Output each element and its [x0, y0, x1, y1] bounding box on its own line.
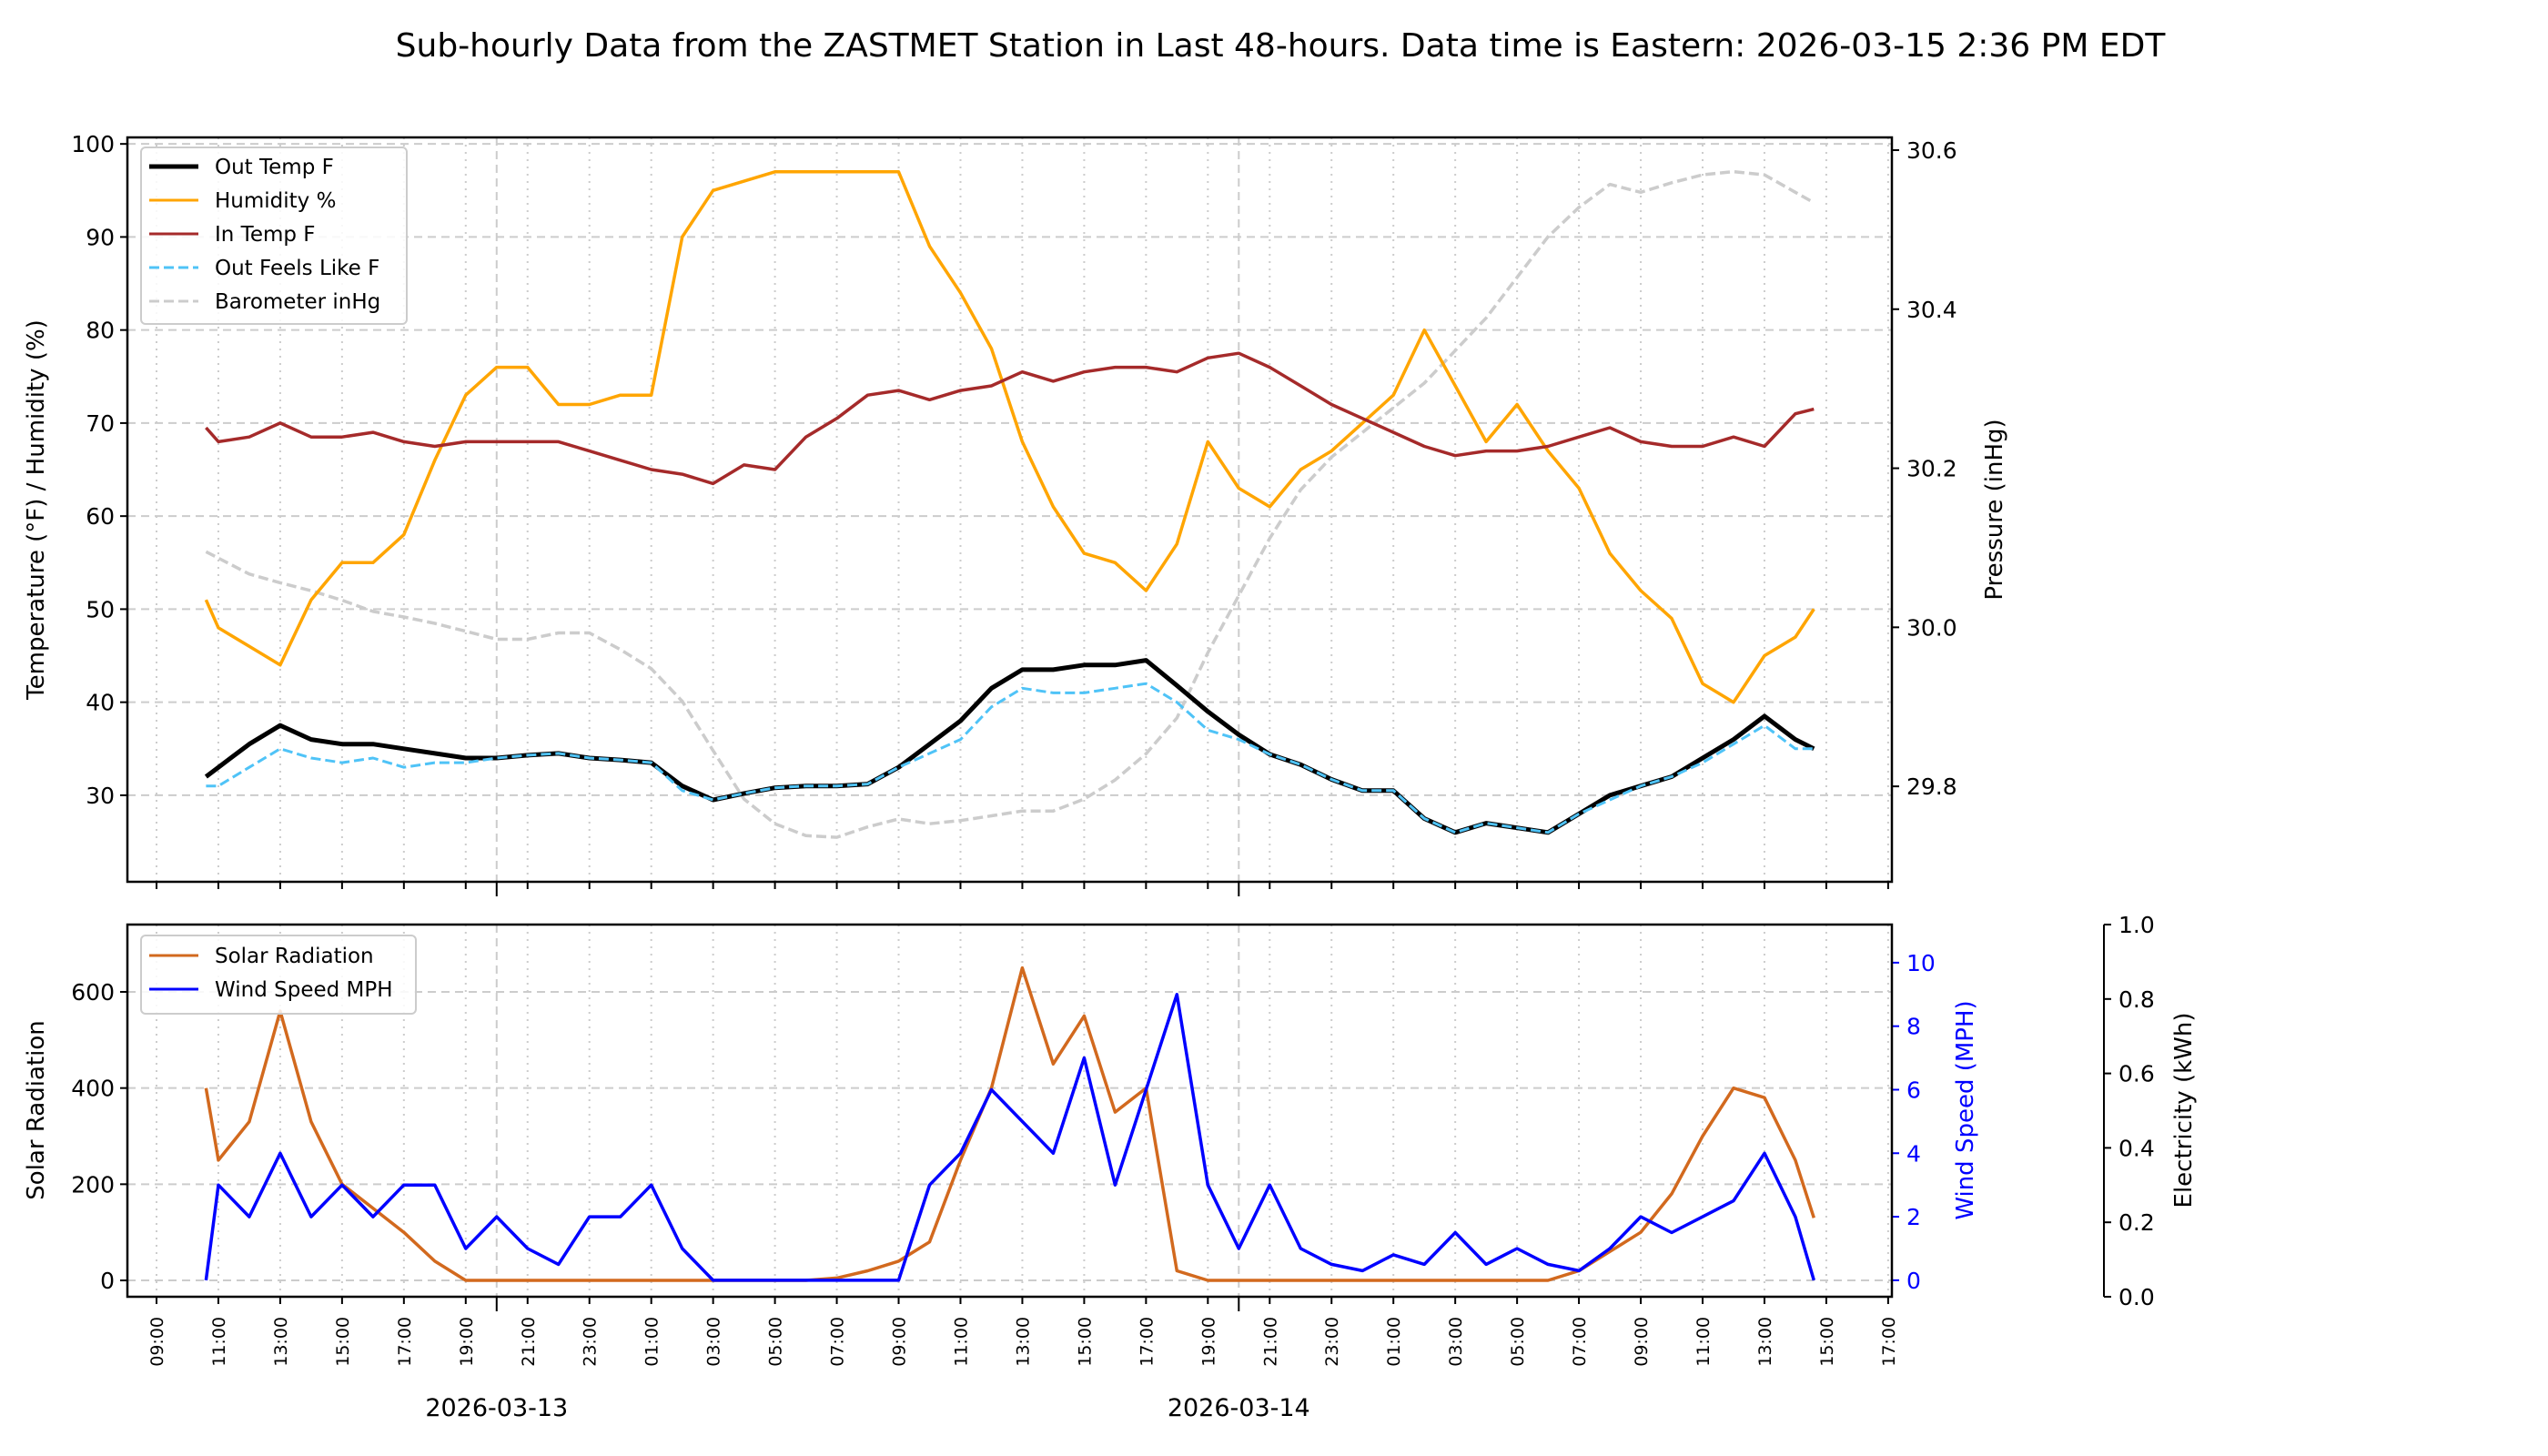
- y-tick-label: 50: [86, 596, 115, 622]
- out-temp-line: [204, 658, 1815, 835]
- wind-tick-label: 10: [1906, 950, 1936, 976]
- x-tick-label: 07:00: [828, 1317, 848, 1367]
- legend-label-in-temp: In Temp F: [215, 223, 316, 247]
- solar-tick-label: 200: [71, 1171, 115, 1198]
- x-tick-label: 17:00: [395, 1317, 415, 1367]
- y-tick-label: 70: [86, 410, 115, 437]
- legend-label-humidity: Humidity %: [215, 189, 336, 213]
- bottom-legend: Solar Radiation Wind Speed MPH: [140, 935, 417, 1015]
- bottom-series: [204, 966, 1815, 1282]
- x-tick-label: 13:00: [1013, 1317, 1033, 1367]
- legend-label-out-temp: Out Temp F: [215, 156, 334, 179]
- x-tick-label: 09:00: [890, 1317, 910, 1367]
- x-tick-label: 15:00: [333, 1317, 353, 1367]
- solar-tick-label: 600: [71, 979, 115, 1006]
- bottom-y-axis-label: Solar Radiation: [23, 1020, 50, 1199]
- legend-label-barometer: Barometer inHg: [215, 290, 380, 314]
- y-tick-label: 100: [71, 131, 115, 157]
- feels-like-line: [206, 682, 1815, 834]
- tick-labels: 09:00 11:00 13:00 15:00 17:00 19:00 21:00 23:00…: [71, 131, 2154, 1422]
- x-tick-label: 13:00: [1755, 1317, 1775, 1367]
- x-tick-label: 13:00: [271, 1317, 291, 1367]
- electricity-tick-label: 1.0: [2118, 912, 2155, 938]
- x-tick-label: 15:00: [1817, 1317, 1837, 1367]
- legend-label-feels-like: Out Feels Like F: [215, 257, 379, 280]
- top-axes-frame: [126, 136, 1894, 884]
- top-legend: Out Temp F Humidity % In Temp F Out Feel…: [140, 147, 408, 325]
- electricity-tick-label: 0.4: [2118, 1135, 2155, 1161]
- wind-axis-label: Wind Speed (MPH): [1952, 1000, 1979, 1219]
- electricity-tick-label: 0.8: [2118, 986, 2155, 1013]
- x-tick-label: 07:00: [1570, 1317, 1590, 1367]
- legend-label-solar: Solar Radiation: [215, 945, 374, 968]
- x-tick-label: 19:00: [457, 1317, 477, 1367]
- y-tick-label: 40: [86, 690, 115, 716]
- x-tick-label: 21:00: [519, 1317, 539, 1367]
- wind-tick-label: 4: [1906, 1140, 1921, 1167]
- chart-title: Sub-hourly Data from the ZASTMET Station…: [396, 27, 2167, 65]
- x-tick-label: 01:00: [642, 1317, 662, 1367]
- bottom-axes-frame: [126, 923, 1894, 1299]
- solar-radiation-line: [204, 966, 1815, 1282]
- y-tick-label: 60: [86, 503, 115, 530]
- x-tick-label: 03:00: [1446, 1317, 1466, 1367]
- wind-tick-label: 8: [1906, 1014, 1921, 1040]
- x-tick-label: 17:00: [1879, 1317, 1899, 1367]
- x-tick-label: 23:00: [581, 1317, 601, 1367]
- top-y-right-axis-label: Pressure (inHg): [1981, 419, 2008, 600]
- electricity-tick-label: 0.2: [2118, 1209, 2155, 1236]
- x-tick-label: 05:00: [766, 1317, 786, 1367]
- x-tick-label: 11:00: [951, 1317, 971, 1367]
- wind-tick-label: 2: [1906, 1204, 1921, 1230]
- x-tick-label: 15:00: [1075, 1317, 1095, 1367]
- axes: [120, 136, 2111, 1311]
- legend-label-wind: Wind Speed MPH: [215, 978, 393, 1002]
- pressure-tick-label: 30.2: [1906, 456, 1957, 482]
- x-tick-label: 11:00: [209, 1317, 229, 1367]
- pressure-tick-label: 30.0: [1906, 614, 1957, 641]
- electricity-axis-label: Electricity (kWh): [2170, 1013, 2198, 1208]
- x-tick-label: 09:00: [1632, 1317, 1652, 1367]
- date-label: 2026-03-13: [425, 1394, 568, 1422]
- x-tick-label: 01:00: [1384, 1317, 1404, 1367]
- top-series: [204, 169, 1815, 839]
- humidity-line: [204, 170, 1815, 704]
- x-tick-label: 23:00: [1322, 1317, 1342, 1367]
- barometer-line: [205, 169, 1815, 839]
- top-grid: [127, 137, 1892, 882]
- solar-tick-label: 400: [71, 1076, 115, 1102]
- y-tick-label: 30: [86, 783, 115, 809]
- pressure-tick-label: 30.4: [1906, 297, 1957, 323]
- x-tick-label: 19:00: [1198, 1317, 1218, 1367]
- wind-speed-line: [204, 993, 1815, 1282]
- y-tick-label: 80: [86, 318, 115, 344]
- electricity-tick-label: 0.6: [2118, 1061, 2155, 1087]
- wind-tick-label: 6: [1906, 1077, 1921, 1103]
- solar-tick-label: 0: [100, 1268, 115, 1294]
- in-temp-line: [205, 351, 1815, 486]
- wind-tick-label: 0: [1906, 1268, 1921, 1294]
- x-tick-label: 17:00: [1137, 1317, 1157, 1367]
- top-y-axis-label: Temperature (°F) / Humidity (%): [23, 319, 50, 701]
- x-tick-label: 11:00: [1694, 1317, 1714, 1367]
- x-tick-label: 03:00: [704, 1317, 724, 1367]
- x-tick-label: 21:00: [1260, 1317, 1280, 1367]
- x-tick-label: 09:00: [147, 1317, 167, 1367]
- pressure-tick-label: 29.8: [1906, 774, 1957, 800]
- pressure-tick-label: 30.6: [1906, 137, 1957, 164]
- electricity-tick-label: 0.0: [2118, 1284, 2155, 1310]
- x-tick-label: 05:00: [1508, 1317, 1528, 1367]
- date-label: 2026-03-14: [1168, 1394, 1310, 1422]
- y-tick-label: 90: [86, 224, 115, 250]
